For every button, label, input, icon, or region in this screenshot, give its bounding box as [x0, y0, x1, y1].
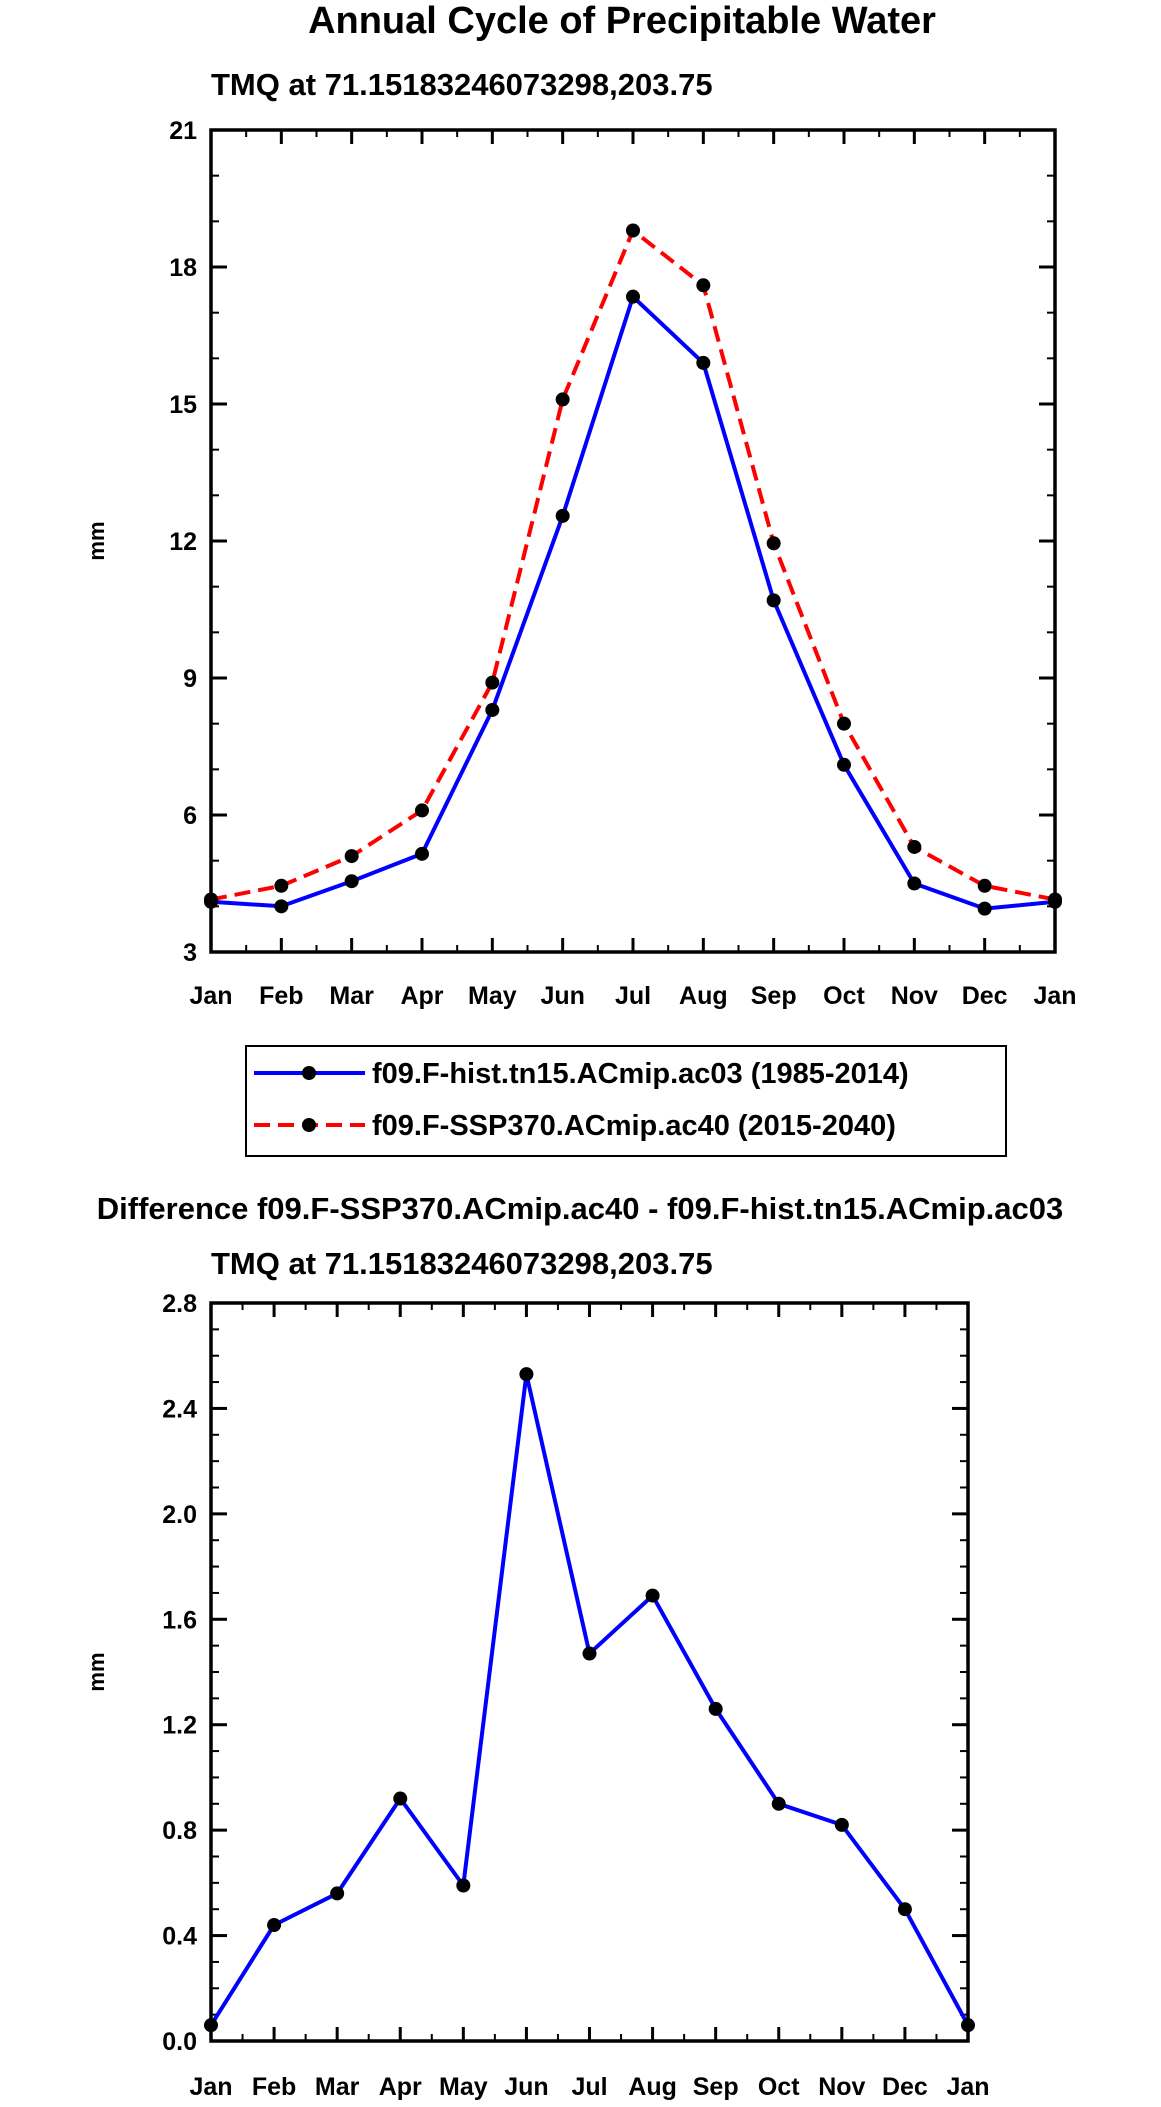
chart1-series-1-point: [626, 223, 640, 238]
chart1-series-1-point: [907, 839, 922, 854]
chart1-series-0-point: [837, 757, 851, 772]
chart1-series-0-point: [907, 876, 922, 891]
chart2-ytick-label: 2.8: [162, 1290, 197, 1318]
chart1-series-1-point: [696, 278, 711, 293]
chart2-xtick-label: Jun: [504, 2073, 548, 2101]
chart1-ytick-label: 12: [169, 528, 197, 556]
chart2-series-0-point: [582, 1646, 597, 1661]
chart1-series-0-point: [555, 508, 570, 523]
chart2-xtick-label: Mar: [315, 2073, 360, 2101]
chart2-series-0-point: [393, 1791, 408, 1806]
chart1-xtick-label: Jul: [615, 982, 651, 1010]
chart2-series-0-point: [330, 1886, 345, 1901]
chart2-xtick-label: Dec: [882, 2073, 928, 2101]
chart1-ylabel: mm: [84, 521, 109, 560]
chart1-xtick-label: Dec: [962, 982, 1008, 1010]
legend: f09.F-hist.tn15.ACmip.ac03 (1985-2014) f…: [245, 1045, 1007, 1157]
chart1-series-1-point: [1048, 892, 1062, 907]
chart2-subtitle: TMQ at 71.15183246073298,203.75: [211, 1246, 713, 1281]
chart1-xtick-label: Mar: [329, 982, 374, 1010]
chart1-series-0-point: [274, 899, 289, 914]
chart2-xtick-label: Apr: [379, 2073, 422, 2101]
chart2-ylabel: mm: [84, 1652, 109, 1691]
chart1-series-1-point: [837, 716, 851, 731]
chart1-series-0-point: [696, 355, 711, 370]
legend-marker-ssp: [302, 1118, 316, 1132]
chart1-xtick-label: Nov: [891, 982, 938, 1010]
chart1-subtitle: TMQ at 71.15183246073298,203.75: [211, 67, 713, 102]
chart1-series-0-point: [977, 901, 992, 916]
chart1-series-1-point: [977, 878, 992, 893]
legend-label-ssp: f09.F-SSP370.ACmip.ac40 (2015-2040): [372, 1110, 896, 1142]
chart2-series-0-point: [204, 2018, 218, 2033]
chart2-heading: Difference f09.F-SSP370.ACmip.ac40 - f09…: [97, 1191, 1064, 1226]
chart2-xtick-label: Nov: [818, 2073, 865, 2101]
chart1-series-line-0: [210, 294, 1056, 911]
chart2-ytick-label: 0.8: [162, 1817, 197, 1845]
figure-title: Annual Cycle of Precipitable Water: [308, 0, 936, 42]
chart1-xtick-label: Oct: [823, 982, 865, 1010]
chart1-ytick-label: 9: [183, 665, 197, 693]
chart1-xtick-label: Jan: [189, 982, 232, 1010]
chart2-series-0-point: [645, 1588, 660, 1603]
chart1-series-1-point: [415, 803, 429, 818]
chart1-ytick-label: 15: [169, 391, 197, 419]
chart1-series-1-point: [204, 892, 218, 907]
chart1-series-1-point: [555, 392, 570, 407]
chart1-series-line-1: [210, 228, 1056, 902]
chart1-series-0-point: [626, 289, 640, 304]
chart1-series-1-point: [274, 878, 289, 893]
chart1-series-1-point: [485, 675, 500, 690]
chart1-xtick-label: Sep: [751, 982, 797, 1010]
chart2-series-0-point: [267, 1918, 282, 1933]
chart2-ytick-label: 2.4: [162, 1395, 197, 1423]
chart1-plot-frame: [209, 128, 1057, 954]
chart2-ytick-label: 2.0: [162, 1501, 197, 1529]
chart2-series-0-point: [708, 1701, 723, 1716]
chart1-ytick-label: 3: [183, 939, 197, 967]
chart1-xtick-label: Feb: [259, 982, 303, 1010]
chart2-plot-frame: [209, 1301, 970, 2043]
chart2-series-0-point: [961, 2018, 975, 2033]
chart2-series-0-point: [771, 1796, 786, 1811]
chart2-xtick-label: Jan: [189, 2073, 232, 2101]
chart2-series-0-point: [897, 1902, 912, 1917]
chart2-xtick-label: Oct: [758, 2073, 800, 2101]
chart1-ytick-label: 21: [169, 117, 197, 145]
chart2-xtick-label: Aug: [628, 2073, 677, 2101]
chart1-series-0-point: [485, 702, 500, 717]
precipitable-water-chart: TMQ at 71.15183246073298,203.75 Jan Feb Ma…: [84, 67, 1077, 1010]
chart2-series-0-point: [519, 1367, 534, 1382]
chart1-ytick-label: 18: [169, 254, 197, 282]
chart1-series-0-point: [344, 874, 359, 889]
chart2-ytick-label: 0.0: [162, 2028, 197, 2056]
chart1-xtick-label: Aug: [679, 982, 728, 1010]
chart1-xtick-label: Jan: [1033, 982, 1076, 1010]
chart2-ytick-label: 0.4: [162, 1923, 197, 1951]
chart2-xtick-label: Jan: [946, 2073, 989, 2101]
legend-label-hist: f09.F-hist.tn15.ACmip.ac03 (1985-2014): [372, 1058, 909, 1090]
legend-box: [245, 1045, 1007, 1157]
chart2-series-line-0: [209, 1372, 970, 2027]
chart1-xtick-label: Jun: [540, 982, 584, 1010]
chart2-series-0-point: [456, 1878, 471, 1893]
chart2-xtick-label: Feb: [252, 2073, 296, 2101]
chart1-series-1-point: [344, 849, 359, 864]
legend-marker-hist: [302, 1066, 316, 1080]
chart2-ytick-label: 1.2: [162, 1712, 197, 1740]
chart1-xtick-label: May: [468, 982, 517, 1010]
chart2-ytick-label: 1.6: [162, 1606, 197, 1634]
chart1-series-1-point: [766, 536, 781, 551]
chart2-xtick-label: Sep: [693, 2073, 739, 2101]
chart2-xtick-label: May: [439, 2073, 488, 2101]
chart1-series-0-point: [766, 593, 781, 608]
chart1-ytick-label: 6: [183, 802, 197, 830]
chart1-series-0-point: [415, 846, 429, 861]
difference-chart: Difference f09.F-SSP370.ACmip.ac40 - f09…: [84, 1191, 1063, 2101]
chart2-xtick-label: Jul: [571, 2073, 607, 2101]
chart2-series-0-point: [834, 1817, 849, 1832]
chart1-xtick-label: Apr: [400, 982, 443, 1010]
